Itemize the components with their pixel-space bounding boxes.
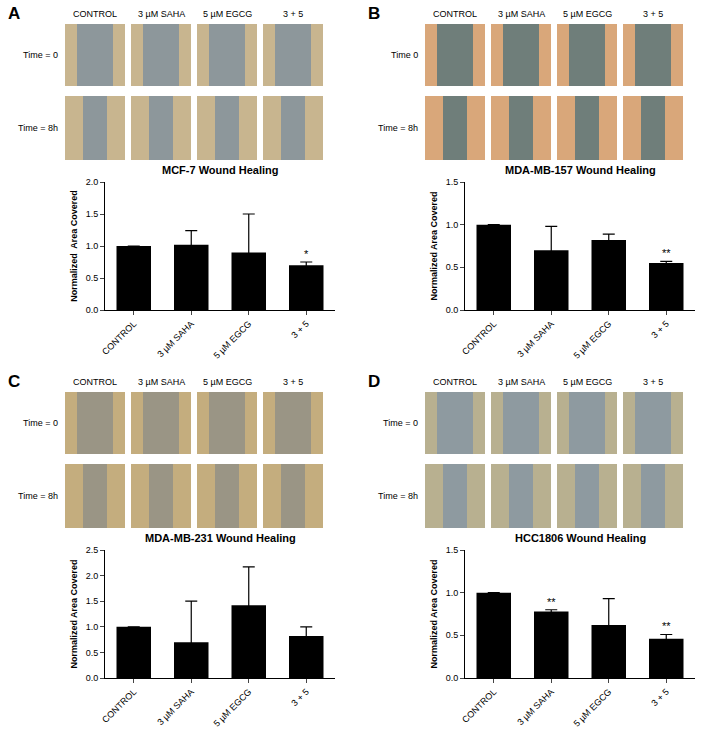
svg-text:3 µM SAHA: 3 µM SAHA [515,687,555,727]
svg-text:3 + 5: 3 + 5 [289,687,310,708]
svg-text:CONTROL: CONTROL [433,9,477,19]
svg-text:Time = 8h: Time = 8h [378,123,418,133]
svg-text:3 µM SAHA: 3 µM SAHA [498,9,545,19]
svg-text:**: ** [662,620,671,632]
svg-text:0.0: 0.0 [446,305,459,315]
svg-text:Time = 8h: Time = 8h [378,491,418,501]
svg-text:3 + 5: 3 + 5 [649,319,670,340]
svg-text:Normalized Area Covered: Normalized Area Covered [429,191,439,300]
svg-text:1.0: 1.0 [446,220,459,230]
svg-text:2.0: 2.0 [86,571,99,581]
svg-text:*: * [304,248,309,260]
svg-text:0.5: 0.5 [446,630,459,640]
svg-text:CONTROL: CONTROL [460,687,498,725]
svg-text:2.5: 2.5 [86,545,99,555]
svg-text:MCF-7 Wound Healing: MCF-7 Wound Healing [162,164,279,176]
svg-text:3 + 5: 3 + 5 [283,9,303,19]
svg-text:A: A [8,4,20,23]
svg-text:MDA-MB-231 Wound Healing: MDA-MB-231 Wound Healing [145,532,296,544]
svg-text:Time = 0: Time = 0 [23,418,58,428]
svg-text:CONTROL: CONTROL [460,319,498,357]
svg-text:Normalized Area Covered: Normalized Area Covered [69,190,79,302]
svg-text:3 µM SAHA: 3 µM SAHA [515,319,555,359]
svg-text:Normalized Area Covered: Normalized Area Covered [429,559,439,668]
svg-text:MDA-MB-157 Wound Healing: MDA-MB-157 Wound Healing [505,164,656,176]
svg-text:3 + 5: 3 + 5 [283,377,303,387]
svg-text:5 µM EGCG: 5 µM EGCG [571,687,613,729]
svg-text:0.5: 0.5 [86,648,99,658]
svg-text:C: C [8,372,20,391]
svg-text:5 µM EGCG: 5 µM EGCG [563,9,612,19]
svg-text:3 + 5: 3 + 5 [643,377,663,387]
svg-text:1.0: 1.0 [446,588,459,598]
svg-text:3 µM SAHA: 3 µM SAHA [155,319,195,359]
svg-text:Time = 0: Time = 0 [23,50,58,60]
svg-text:D: D [368,372,380,391]
svg-text:5 µM EGCG: 5 µM EGCG [571,319,613,361]
svg-text:CONTROL: CONTROL [73,377,117,387]
svg-text:Normalized Area Covered: Normalized Area Covered [69,559,79,668]
svg-text:Time 0: Time 0 [391,50,418,60]
svg-text:5 µM EGCG: 5 µM EGCG [203,377,252,387]
svg-text:**: ** [547,596,556,608]
svg-text:3 µM SAHA: 3 µM SAHA [498,377,545,387]
svg-text:3 + 5: 3 + 5 [289,319,310,340]
svg-text:1.5: 1.5 [446,177,459,187]
svg-text:CONTROL: CONTROL [73,9,117,19]
svg-text:5 µM EGCG: 5 µM EGCG [211,687,253,729]
svg-text:1.0: 1.0 [86,241,99,251]
svg-text:1.5: 1.5 [86,596,99,606]
svg-text:CONTROL: CONTROL [100,319,138,357]
svg-text:0.0: 0.0 [86,305,99,315]
svg-text:0.0: 0.0 [86,673,99,683]
svg-text:3 µM SAHA: 3 µM SAHA [155,687,195,727]
svg-text:0.5: 0.5 [86,273,99,283]
svg-text:0.0: 0.0 [446,673,459,683]
svg-text:0.5: 0.5 [446,262,459,272]
svg-text:5 µM EGCG: 5 µM EGCG [563,377,612,387]
svg-text:Time = 8h: Time = 8h [18,491,58,501]
svg-text:1.5: 1.5 [446,545,459,555]
svg-text:HCC1806 Wound Healing: HCC1806 Wound Healing [515,532,646,544]
svg-text:1.0: 1.0 [86,622,99,632]
svg-text:Time = 8h: Time = 8h [18,123,58,133]
svg-text:1.5: 1.5 [86,209,99,219]
svg-text:Time = 0: Time = 0 [383,418,418,428]
svg-text:3 µM SAHA: 3 µM SAHA [138,377,185,387]
svg-text:B: B [368,4,380,23]
svg-text:5 µM EGCG: 5 µM EGCG [203,9,252,19]
svg-text:2.0: 2.0 [86,177,99,187]
svg-text:**: ** [662,247,671,259]
svg-text:CONTROL: CONTROL [433,377,477,387]
svg-text:5 µM EGCG: 5 µM EGCG [211,319,253,361]
svg-text:3 + 5: 3 + 5 [649,687,670,708]
svg-text:CONTROL: CONTROL [100,687,138,725]
svg-text:3 µM SAHA: 3 µM SAHA [138,9,185,19]
svg-text:3 + 5: 3 + 5 [643,9,663,19]
